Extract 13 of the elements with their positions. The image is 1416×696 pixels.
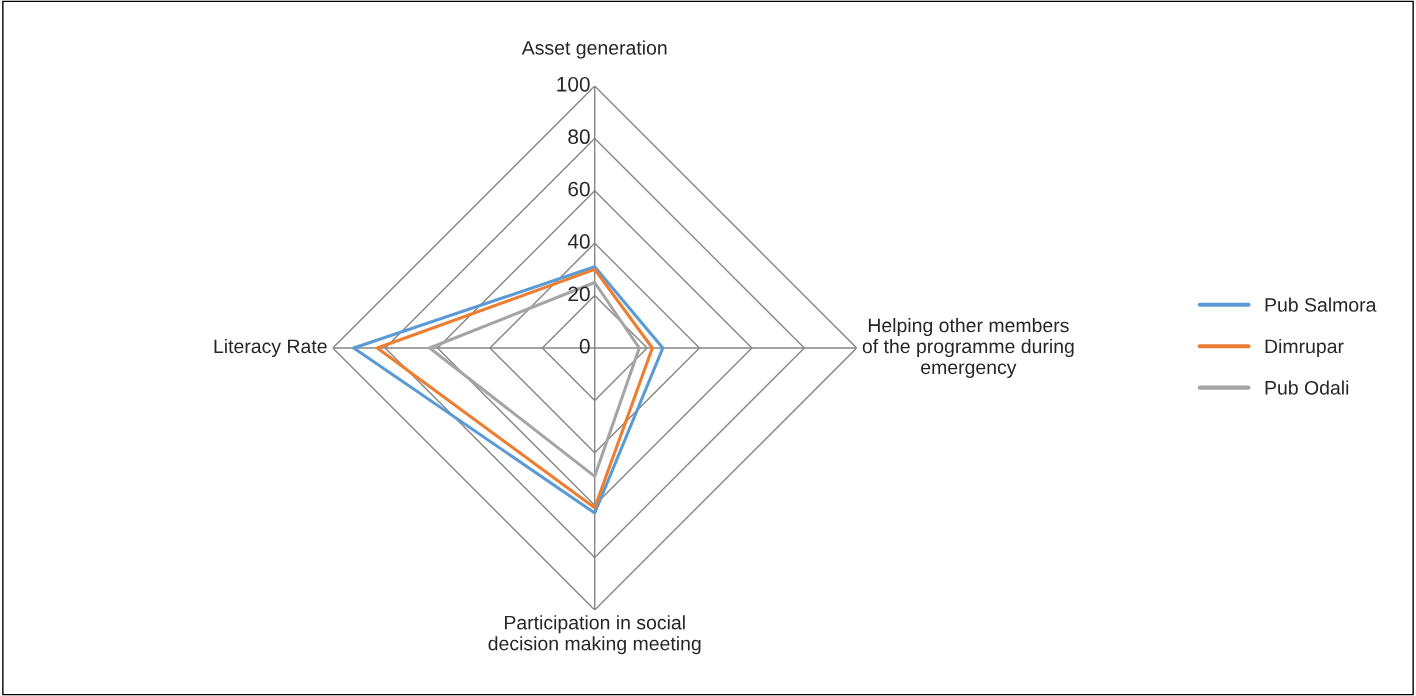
y-tick-label: 0 — [579, 338, 590, 354]
spoke-label: Literacy Rate — [214, 338, 327, 358]
y-tick-label: 40 — [567, 234, 590, 249]
legend-label: Pub Odali — [1265, 380, 1349, 395]
y-tick-label: 100 — [557, 76, 590, 92]
y-tick-label: 60 — [568, 181, 590, 197]
spoke-label: Helping other members of the programme during emergency — [862, 317, 1074, 379]
spoke-label: Participation in social decision making meeting — [488, 615, 701, 655]
legend-label: Dimrupar — [1265, 338, 1344, 358]
y-tick-label: 80 — [568, 129, 590, 145]
legend-label: Pub Salmora — [1265, 297, 1377, 312]
spoke-label: Asset generation — [521, 40, 667, 59]
y-tick-label: 20 — [568, 286, 590, 302]
